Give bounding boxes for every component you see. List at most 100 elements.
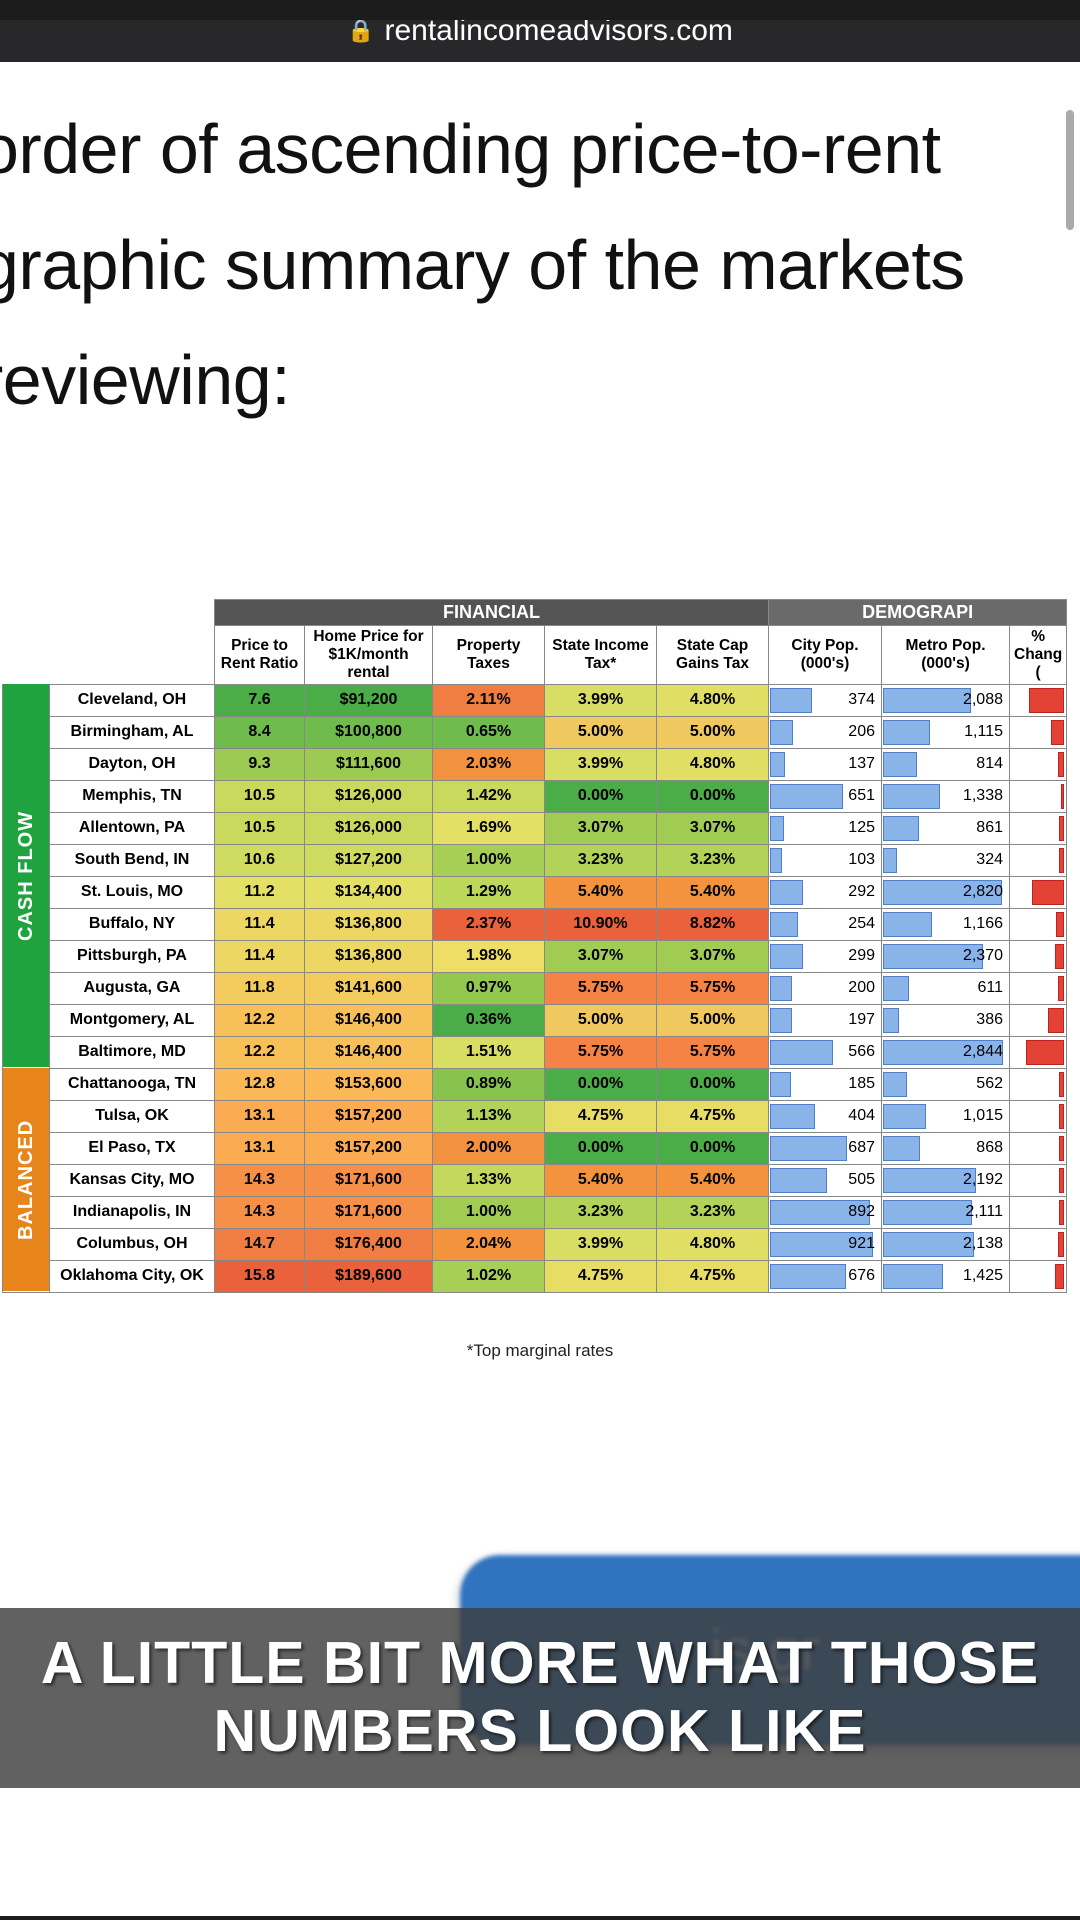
pop-value: 2,844 — [963, 1043, 1003, 1061]
cell-ratio: 11.8 — [215, 972, 305, 1004]
cell-ratio: 9.3 — [215, 748, 305, 780]
cell-ptax: 2.00% — [433, 1132, 545, 1164]
cell-change — [1010, 812, 1067, 844]
cell-ptax: 1.13% — [433, 1100, 545, 1132]
pop-value: 206 — [848, 723, 875, 741]
table-row: BALANCEDChattanooga, TN12.8$153,6000.89%… — [3, 1068, 1067, 1100]
cell-cgtax: 3.23% — [657, 844, 769, 876]
cell-citypop: 299 — [769, 940, 882, 972]
city-name: Dayton, OH — [50, 748, 215, 780]
cell-change — [1010, 972, 1067, 1004]
city-name: Birmingham, AL — [50, 716, 215, 748]
cell-citypop: 206 — [769, 716, 882, 748]
cell-citypop: 892 — [769, 1196, 882, 1228]
col-cgtax: State Cap Gains Tax — [657, 625, 769, 684]
cell-ptax: 1.00% — [433, 844, 545, 876]
pop-value: 1,166 — [963, 915, 1003, 933]
pop-bar — [770, 944, 803, 969]
cell-ptax: 1.98% — [433, 940, 545, 972]
cell-citypop: 103 — [769, 844, 882, 876]
table-row: El Paso, TX13.1$157,2002.00%0.00%0.00%68… — [3, 1132, 1067, 1164]
cell-citypop: 125 — [769, 812, 882, 844]
change-bar — [1058, 976, 1064, 1001]
cell-citypop: 921 — [769, 1228, 882, 1260]
cell-citypop: 676 — [769, 1260, 882, 1292]
article-paragraph: order of ascending price-to-rent graphic… — [0, 62, 1080, 439]
pop-value: 2,138 — [963, 1235, 1003, 1253]
cell-metropop: 814 — [882, 748, 1010, 780]
cell-cgtax: 4.80% — [657, 684, 769, 716]
col-citypop: City Pop. (000's) — [769, 625, 882, 684]
status-bar-dark — [0, 0, 1080, 20]
cell-price: $153,600 — [305, 1068, 433, 1100]
cell-ptax: 1.33% — [433, 1164, 545, 1196]
pop-value: 861 — [976, 819, 1003, 837]
pop-bar — [770, 880, 803, 905]
cell-ratio: 11.4 — [215, 940, 305, 972]
cell-stax: 5.40% — [545, 1164, 657, 1196]
pop-bar — [770, 1136, 847, 1161]
cell-stax: 4.75% — [545, 1100, 657, 1132]
pop-bar — [883, 1264, 943, 1289]
cell-change — [1010, 908, 1067, 940]
city-name: Indianapolis, IN — [50, 1196, 215, 1228]
cell-change — [1010, 684, 1067, 716]
cell-ratio: 13.1 — [215, 1132, 305, 1164]
scroll-indicator[interactable] — [1066, 110, 1074, 230]
pop-bar — [770, 752, 785, 777]
pop-value: 125 — [848, 819, 875, 837]
cell-price: $157,200 — [305, 1132, 433, 1164]
cell-metropop: 868 — [882, 1132, 1010, 1164]
city-name: Chattanooga, TN — [50, 1068, 215, 1100]
page-content[interactable]: order of ascending price-to-rent graphic… — [0, 62, 1080, 1361]
pop-value: 505 — [848, 1171, 875, 1189]
cell-ratio: 12.8 — [215, 1068, 305, 1100]
cell-price: $141,600 — [305, 972, 433, 1004]
table-row: Montgomery, AL12.2$146,4000.36%5.00%5.00… — [3, 1004, 1067, 1036]
pop-value: 254 — [848, 915, 875, 933]
cell-ptax: 0.89% — [433, 1068, 545, 1100]
cell-metropop: 1,338 — [882, 780, 1010, 812]
pop-bar — [770, 912, 798, 937]
change-bar — [1032, 880, 1064, 905]
pop-bar — [883, 1168, 976, 1193]
cell-ratio: 11.2 — [215, 876, 305, 908]
pop-value: 299 — [848, 947, 875, 965]
cell-metropop: 324 — [882, 844, 1010, 876]
table-row: South Bend, IN10.6$127,2001.00%3.23%3.23… — [3, 844, 1067, 876]
table-body: CASH FLOWCleveland, OH7.6$91,2002.11%3.9… — [3, 684, 1067, 1292]
city-name: Allentown, PA — [50, 812, 215, 844]
table-row: Baltimore, MD12.2$146,4001.51%5.75%5.75%… — [3, 1036, 1067, 1068]
table-column-headers: Price to Rent Ratio Home Price for $1K/m… — [3, 625, 1067, 684]
cell-ptax: 0.36% — [433, 1004, 545, 1036]
cell-price: $136,800 — [305, 940, 433, 972]
pop-value: 921 — [848, 1235, 875, 1253]
bottom-dark-bar — [0, 1916, 1080, 1920]
pop-bar — [770, 1168, 827, 1193]
cell-price: $136,800 — [305, 908, 433, 940]
cell-price: $157,200 — [305, 1100, 433, 1132]
cell-metropop: 1,425 — [882, 1260, 1010, 1292]
change-bar — [1055, 944, 1065, 969]
pop-value: 324 — [976, 851, 1003, 869]
city-name: Baltimore, MD — [50, 1036, 215, 1068]
cell-price: $176,400 — [305, 1228, 433, 1260]
pop-value: 197 — [848, 1011, 875, 1029]
cell-citypop: 292 — [769, 876, 882, 908]
city-name: Montgomery, AL — [50, 1004, 215, 1036]
pop-bar — [770, 720, 793, 745]
cell-ptax: 1.00% — [433, 1196, 545, 1228]
cell-cgtax: 4.80% — [657, 1228, 769, 1260]
pop-bar — [883, 976, 909, 1001]
pop-bar — [770, 1264, 846, 1289]
cell-ptax: 0.65% — [433, 716, 545, 748]
cell-stax: 0.00% — [545, 780, 657, 812]
table-row: Kansas City, MO14.3$171,6001.33%5.40%5.4… — [3, 1164, 1067, 1196]
cell-change — [1010, 748, 1067, 780]
cell-metropop: 611 — [882, 972, 1010, 1004]
col-change: % Chang ( — [1010, 625, 1067, 684]
pop-bar — [883, 848, 897, 873]
pop-bar — [770, 1008, 792, 1033]
pop-value: 103 — [848, 851, 875, 869]
cell-change — [1010, 1260, 1067, 1292]
